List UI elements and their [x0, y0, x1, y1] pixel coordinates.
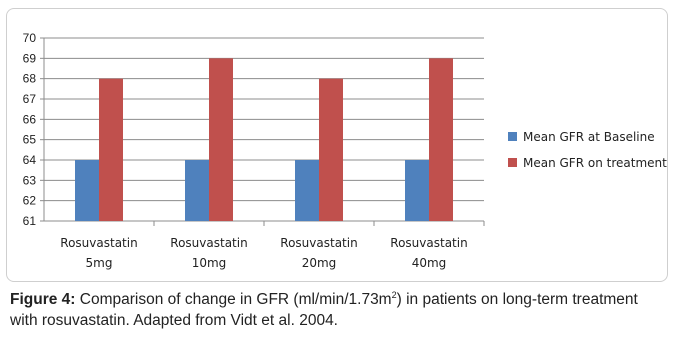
- caption-superscript: 2: [391, 289, 397, 300]
- legend-swatch-0: [508, 132, 517, 141]
- legend-swatch-1: [508, 158, 517, 167]
- x-tick-label-1-0: Rosuvastatin: [170, 236, 247, 250]
- bar-series1-cat0: [99, 78, 123, 222]
- figure-caption: Figure 4: Comparison of change in GFR (m…: [10, 289, 660, 331]
- y-tick-label-61: 61: [23, 214, 37, 228]
- x-tick-label-1-1: 10mg: [192, 256, 227, 270]
- bar-series0-cat2: [295, 160, 319, 221]
- x-tick-label-2-0: Rosuvastatin: [280, 236, 357, 250]
- y-tick-label-68: 68: [23, 72, 37, 86]
- bar-series1-cat2: [319, 78, 343, 222]
- y-tick-label-66: 66: [23, 112, 37, 126]
- x-tick-label-0-1: 5mg: [86, 256, 113, 270]
- bar-chart: 61 62 63 64 65 66 67 68 69 70 Rosuvastatin 5mg Rosuv…: [23, 31, 667, 270]
- bar-series0-cat3: [405, 160, 429, 221]
- x-tick-label-3-0: Rosuvastatin: [390, 236, 467, 250]
- x-tick-label-0-0: Rosuvastatin: [60, 236, 137, 250]
- y-tick-label-64: 64: [23, 153, 37, 167]
- y-tick-label-63: 63: [23, 173, 37, 187]
- y-tick-label-69: 69: [23, 51, 37, 65]
- caption-text-2: ) in patients on long-term treatment wit…: [10, 291, 638, 329]
- bar-series0-cat0: [75, 160, 99, 221]
- y-tick-label-65: 65: [23, 133, 37, 147]
- bar-series0-cat1: [185, 160, 209, 221]
- caption-text-1: Comparison of change in GFR (ml/min/1.73…: [75, 291, 392, 308]
- caption-label: Figure 4:: [10, 291, 76, 308]
- legend-label-1: Mean GFR on treatment: [523, 156, 667, 170]
- y-tick-label-67: 67: [23, 92, 37, 106]
- x-tick-label-2-1: 20mg: [302, 256, 337, 270]
- y-tick-label-70: 70: [23, 31, 37, 45]
- legend-label-0: Mean GFR at Baseline: [523, 130, 655, 144]
- bar-series1-cat1: [209, 58, 233, 222]
- bar-series1-cat3: [429, 58, 453, 222]
- x-tick-label-3-1: 40mg: [412, 256, 447, 270]
- y-tick-label-62: 62: [23, 194, 37, 208]
